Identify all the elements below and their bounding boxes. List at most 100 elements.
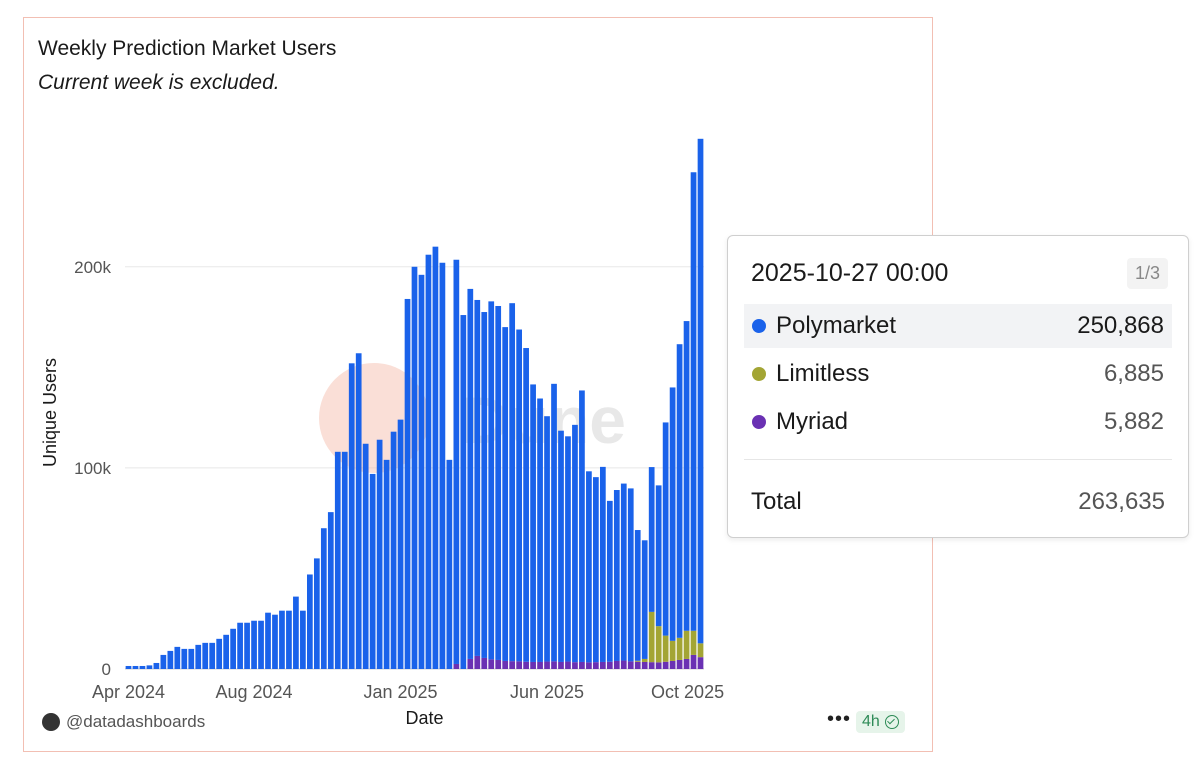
bar-myriad [655, 662, 662, 669]
author-handle[interactable]: @datadashboards [42, 712, 205, 732]
bar-myriad [606, 661, 613, 669]
more-options-icon[interactable]: ••• [827, 708, 852, 730]
bar-myriad [495, 659, 502, 669]
bar-polymarket [376, 439, 383, 669]
avatar [42, 713, 60, 731]
bar-polymarket [558, 430, 564, 662]
bar-myriad [558, 661, 564, 669]
chart-title: Weekly Prediction Market Users [38, 37, 337, 60]
bar-limitless [648, 611, 655, 663]
bar-polymarket [579, 390, 585, 662]
bar-polymarket [293, 596, 299, 669]
bar-myriad [620, 660, 627, 669]
bar-myriad [627, 661, 634, 669]
bar-myriad [530, 661, 536, 669]
bar-polymarket [320, 528, 327, 669]
bar-polymarket [139, 665, 146, 669]
tooltip-row-limitless: Limitless 6,885 [744, 352, 1172, 396]
bar-polymarket [397, 419, 404, 669]
freshness-badge[interactable]: 4h [856, 711, 905, 733]
bar-polymarket [167, 650, 174, 669]
bar-polymarket [181, 648, 188, 669]
y-tick-label: 200k [74, 258, 111, 277]
bar-polymarket [599, 466, 606, 662]
bar-polymarket [516, 329, 522, 662]
bar-polymarket [132, 665, 139, 669]
bar-myriad [502, 660, 509, 669]
chart-tooltip: 2025-10-27 00:00 1/3 Polymarket 250,868 … [727, 235, 1189, 538]
bar-polymarket [495, 305, 502, 660]
tooltip-series-name: Limitless [776, 360, 870, 387]
bar-polymarket [620, 483, 627, 661]
bar-polymarket [369, 473, 376, 669]
tooltip-total-value: 263,635 [1078, 488, 1165, 515]
bar-polymarket [411, 266, 418, 669]
bar-myriad [516, 661, 522, 669]
author-name: @datadashboards [66, 712, 206, 731]
bar-myriad [648, 662, 655, 669]
bar-polymarket [488, 301, 495, 660]
bar-polymarket [313, 558, 320, 669]
bar-polymarket [174, 646, 181, 669]
x-tick-label: Jun 2025 [510, 682, 584, 702]
polymarket-dot-icon [752, 319, 766, 333]
x-tick-label: Oct 2025 [651, 682, 724, 702]
bar-polymarket [160, 654, 167, 669]
bar-polymarket [341, 451, 348, 669]
bar-polymarket [655, 485, 662, 627]
bar-polymarket [404, 298, 411, 669]
bar-polymarket [237, 622, 243, 669]
bar-myriad [537, 661, 543, 669]
bar-polymarket [641, 540, 648, 659]
bar-polymarket [216, 638, 223, 669]
bar-myriad [474, 655, 481, 669]
bar-polymarket [634, 530, 641, 661]
bar-polymarket [383, 459, 390, 669]
bar-polymarket [390, 431, 397, 669]
bar-polymarket [265, 612, 271, 669]
bar-polymarket [509, 303, 516, 662]
tooltip-series-value: 6,885 [1103, 360, 1164, 387]
bar-polymarket [572, 424, 578, 663]
tooltip-date: 2025-10-27 00:00 [751, 259, 949, 287]
bar-polymarket [188, 648, 195, 669]
bar-myriad [523, 661, 529, 669]
bar-polymarket [244, 622, 250, 669]
bar-limitless [641, 658, 648, 662]
bar-polymarket [348, 363, 355, 669]
bar-myriad [669, 660, 676, 669]
bar-myriad [593, 662, 599, 669]
bar-limitless [634, 660, 641, 662]
tooltip-divider [744, 459, 1172, 460]
bar-polymarket [272, 614, 278, 669]
bar-polymarket [460, 315, 467, 669]
bar-myriad [488, 659, 495, 669]
tooltip-pager[interactable]: 1/3 [1126, 258, 1168, 289]
bar-limitless [683, 630, 690, 659]
bar-polymarket [258, 620, 264, 669]
bar-myriad [467, 658, 474, 669]
tooltip-row-myriad: Myriad 5,882 [744, 400, 1172, 444]
bar-polymarket [307, 574, 313, 669]
bar-polymarket [593, 477, 599, 663]
bar-polymarket [474, 299, 481, 656]
tooltip-series-value: 5,882 [1103, 408, 1164, 435]
bar-limitless [669, 640, 676, 661]
bar-myriad [579, 661, 585, 669]
bar-polymarket [300, 610, 306, 669]
bar-polymarket [648, 467, 655, 612]
myriad-dot-icon [752, 415, 766, 429]
bar-polymarket [432, 246, 439, 669]
check-circle-icon [884, 715, 899, 729]
bar-polymarket [209, 642, 216, 669]
bar-myriad [676, 659, 683, 669]
bar-polymarket [544, 416, 550, 662]
bar-myriad [683, 658, 690, 669]
tooltip-series-name: Polymarket [776, 312, 897, 339]
bar-polymarket [202, 642, 209, 669]
bar-polymarket [586, 471, 592, 663]
bar-polymarket [662, 422, 669, 636]
bar-polymarket [327, 512, 334, 669]
bar-myriad [453, 663, 460, 669]
